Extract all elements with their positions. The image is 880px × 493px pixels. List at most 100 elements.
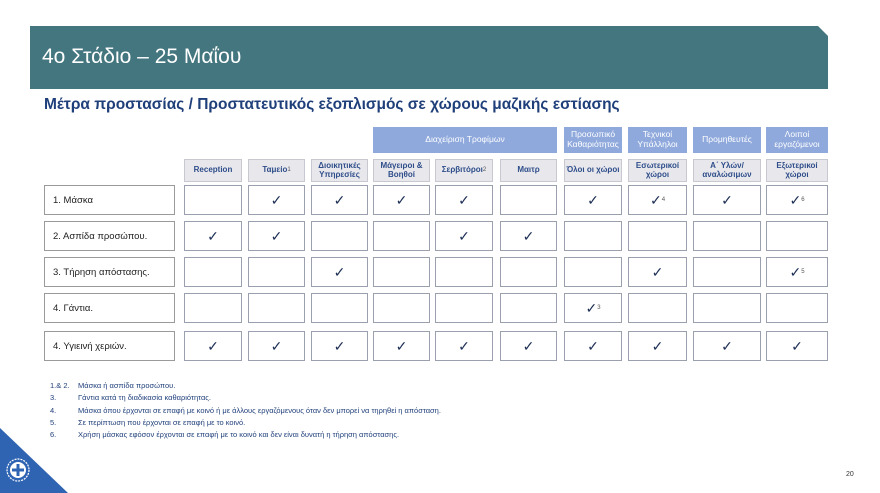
table-cell: [628, 293, 687, 323]
table-cell: [564, 257, 622, 287]
table-cell: ✓ 5: [766, 257, 828, 287]
table-cell: [373, 257, 430, 287]
title-bar: 4ο Στάδιο – 25 Μαΐου: [30, 26, 828, 89]
group-header: Προμηθευτές: [693, 127, 761, 153]
check-icon: ✓: [458, 337, 470, 354]
column-header: Reception: [184, 159, 242, 182]
column-header-label: Reception: [193, 165, 233, 175]
check-icon: ✓: [587, 191, 599, 208]
check-icon: ✓: [721, 337, 733, 354]
check-icon: ✓: [395, 191, 408, 208]
column-header-label: Σερβιτόροι: [441, 165, 483, 175]
group-header: Λοιποί εργαζόμενοι: [766, 127, 828, 153]
row-label: 4. Γάντια.: [44, 293, 175, 323]
slide-title: 4ο Στάδιο – 25 Μαΐου: [42, 45, 242, 68]
table-cell: [500, 185, 557, 215]
table-cell: ✓: [435, 221, 493, 251]
footnote: 3. Γάντια κατά τη διαδικασία καθαριότητας…: [50, 392, 441, 404]
table-cell: [248, 293, 305, 323]
check-icon: ✓: [791, 337, 803, 354]
table-cell: ✓: [311, 185, 368, 215]
column-header-label: Α΄ Υλών/ αναλώσιμων: [702, 160, 752, 179]
footnote: 5. Σε περίπτωση που έρχονται σε επαφή με …: [50, 417, 441, 429]
check-icon: ✓: [649, 191, 662, 208]
footnote-ref: 2: [482, 167, 487, 174]
column-header: Ταμείο 1: [248, 159, 305, 182]
column-header-label: Εξωτερικοί χώροι: [776, 160, 818, 179]
footnote: 4. Μάσκα όπου έρχονται σε επαφή με κοινό …: [50, 405, 441, 417]
table-cell: [311, 293, 368, 323]
column-header: Μαιτρ: [500, 159, 557, 182]
table-cell: ✓: [248, 331, 305, 361]
table-cell: ✓: [184, 221, 242, 251]
footnote-number: 5.: [50, 417, 57, 427]
footnote-number: 6.: [50, 430, 57, 440]
footnote-number: 3.: [50, 393, 57, 403]
check-icon: ✓: [789, 191, 802, 208]
table-cell: ✓: [628, 331, 687, 361]
page-number: 20: [846, 471, 854, 478]
footnote-ref: 6: [801, 197, 805, 203]
column-header: Σερβιτόροι 2: [435, 159, 493, 182]
table-cell: [766, 293, 828, 323]
check-icon: ✓: [721, 191, 733, 208]
check-icon: ✓: [270, 191, 283, 208]
check-icon: ✓: [207, 337, 219, 354]
check-icon: ✓: [395, 337, 408, 354]
footnote-number: 4.: [50, 405, 57, 415]
check-icon: ✓: [333, 263, 346, 280]
table-cell: ✓: [248, 185, 305, 215]
table-cell: ✓: [184, 331, 242, 361]
row-label: 2. Ασπίδα προσώπου.: [44, 221, 175, 251]
table-cell: [766, 221, 828, 251]
table-cell: [435, 257, 493, 287]
footnote-ref: 3: [597, 305, 601, 311]
table-cell: [184, 257, 242, 287]
table-cell: [435, 293, 493, 323]
table-cell: ✓: [500, 331, 557, 361]
footnote-text: Γάντια κατά τη διαδικασία καθαριότητας.: [78, 393, 212, 403]
check-icon: ✓: [333, 191, 346, 208]
check-icon: ✓: [270, 337, 283, 354]
footnote-text: Μάσκα όπου έρχονται σε επαφή με κοινό ή …: [78, 405, 441, 415]
table-cell: ✓ 6: [766, 185, 828, 215]
group-header: Τεχνικοί Υπάλληλοι: [628, 127, 687, 153]
table-cell: [500, 257, 557, 287]
table-cell: [373, 293, 430, 323]
table-cell: [184, 293, 242, 323]
table-cell: ✓: [248, 221, 305, 251]
footnote-text: Μάσκα ή ασπίδα προσώπου.: [78, 381, 176, 390]
check-icon: ✓: [587, 337, 599, 354]
table-cell: ✓: [500, 221, 557, 251]
table-cell: [564, 221, 622, 251]
table-cell: ✓: [311, 331, 368, 361]
column-header-label: Μάγειροι & Βοηθοί: [380, 160, 423, 179]
check-icon: ✓: [651, 263, 664, 280]
column-header: Όλοι οι χώροι: [564, 159, 622, 182]
check-icon: ✓: [207, 227, 219, 244]
footnote-ref: 4: [661, 197, 666, 203]
column-header: Διοικητικές Υπηρεσίες: [311, 159, 368, 182]
table-cell: [373, 221, 430, 251]
column-header-label: Διοικητικές Υπηρεσίες: [318, 160, 361, 179]
table-cell: [693, 293, 761, 323]
row-label: 1. Μάσκα: [44, 185, 175, 215]
table-cell: ✓: [628, 257, 687, 287]
column-header-label: Μαιτρ: [517, 165, 540, 175]
footnote-text: Σε περίπτωση που έρχονται σε επαφή με το…: [78, 417, 246, 427]
table-cell: [628, 221, 687, 251]
column-header-label: Όλοι οι χώροι: [566, 165, 620, 175]
table-cell: ✓: [373, 185, 430, 215]
table-cell: ✓: [435, 185, 493, 215]
table-cell: [693, 257, 761, 287]
group-header: Προσωπικό Καθαριότητας: [564, 127, 622, 153]
check-icon: ✓: [333, 337, 346, 354]
table-cell: ✓: [564, 331, 622, 361]
footnotes: 1.& 2. Μάσκα ή ασπίδα προσώπου. 3. Γάντια κ…: [50, 380, 441, 441]
column-header: Μάγειροι & Βοηθοί: [373, 159, 430, 182]
check-icon: ✓: [789, 263, 802, 280]
table-cell: ✓ 4: [628, 185, 687, 215]
slide-subtitle: Μέτρα προστασίας / Προστατευτικός εξοπλι…: [44, 96, 620, 113]
check-icon: ✓: [522, 227, 535, 244]
footnote-ref: 1: [287, 167, 291, 174]
